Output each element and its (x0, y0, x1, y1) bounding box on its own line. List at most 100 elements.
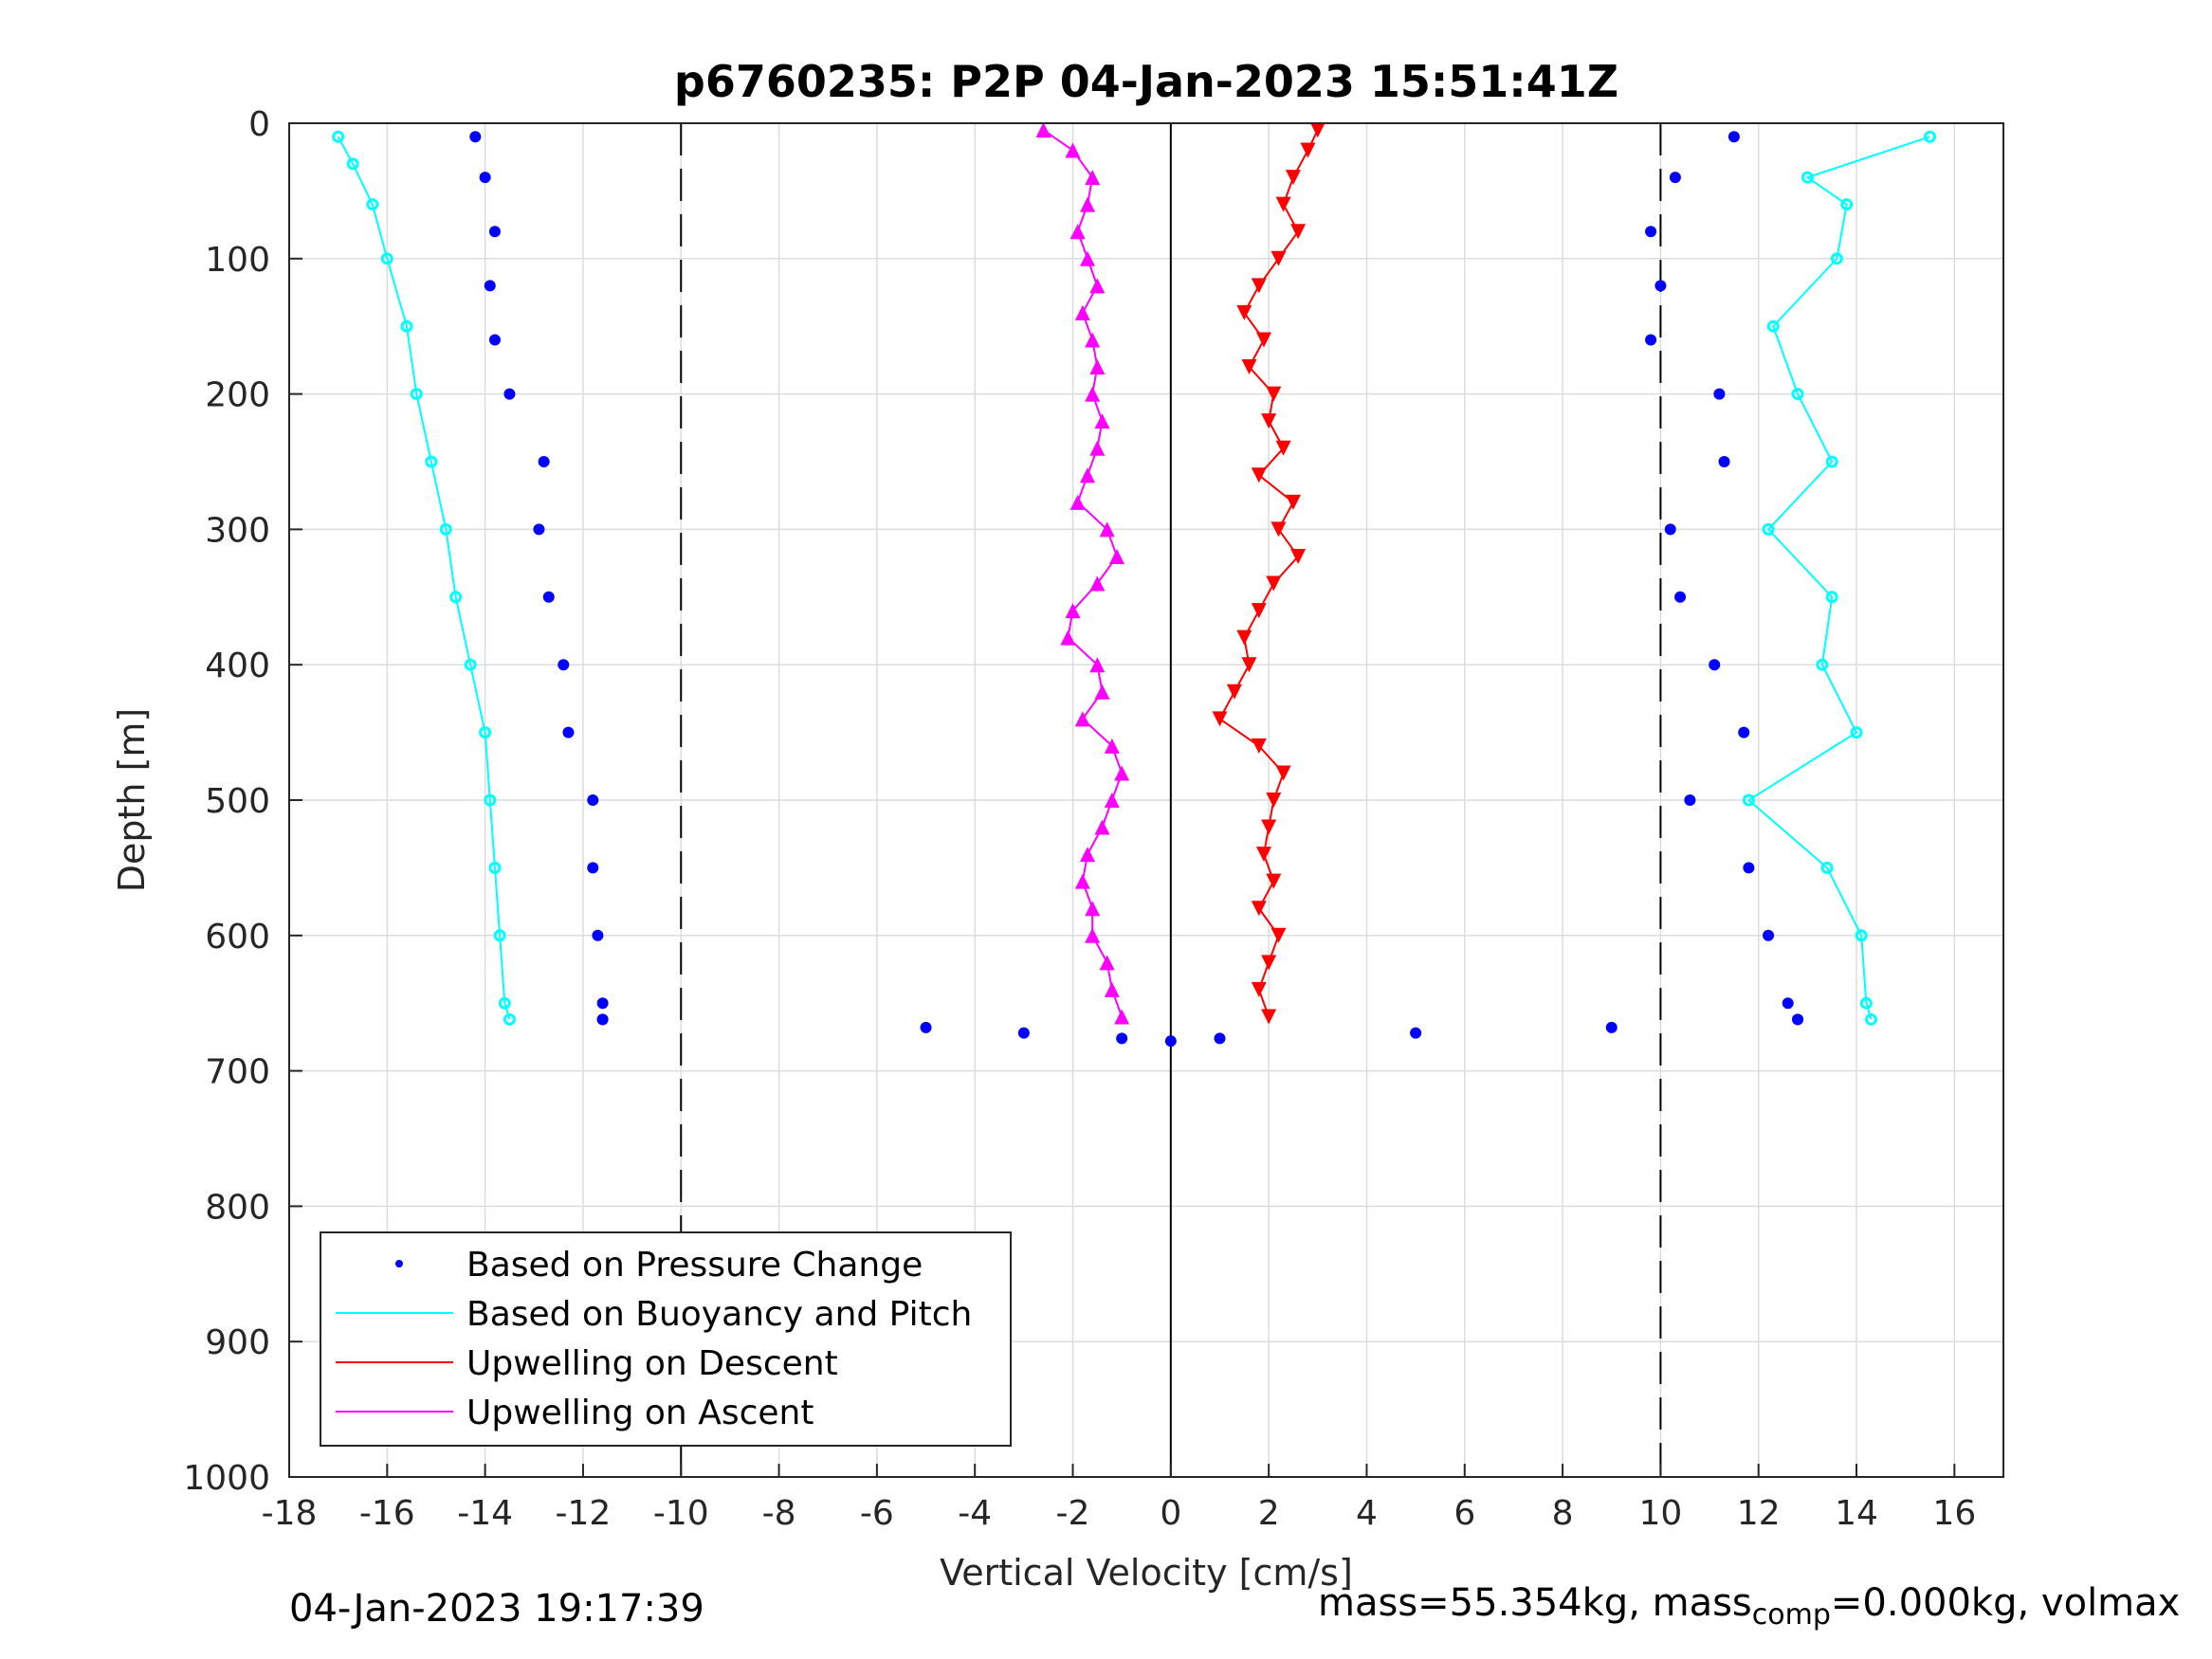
y-tick-label: 900 (205, 1323, 270, 1362)
pressure-point (1738, 726, 1750, 738)
y-tick-label: 600 (205, 918, 270, 957)
pressure-point (1645, 334, 1657, 346)
buoyancy-point (1766, 319, 1780, 333)
descent-upwelling-marker (1255, 332, 1271, 348)
ascent-upwelling-marker (1065, 603, 1081, 619)
x-tick-label: -12 (556, 1494, 612, 1533)
ascent-upwelling-marker (1099, 955, 1115, 971)
y-tick-label: 800 (205, 1188, 270, 1227)
ascent-upwelling-marker (1060, 629, 1076, 646)
turnaround-point (596, 1013, 609, 1026)
descent-upwelling-marker (1275, 196, 1291, 212)
ascent-upwelling-marker (1104, 738, 1120, 754)
descent-upwelling-marker (1275, 765, 1291, 781)
descent-upwelling-marker (1255, 847, 1271, 863)
legend: Based on Pressure Change Based on Buoyan… (320, 1231, 1012, 1447)
buoyancy-point (488, 861, 502, 874)
pressure-point (479, 172, 491, 184)
turnaround-point (1410, 1027, 1422, 1039)
buoyancy-point (1840, 198, 1854, 211)
descent-upwelling-marker (1275, 440, 1291, 456)
x-tick-label: 0 (1160, 1494, 1181, 1533)
x-tick-label: -16 (359, 1494, 415, 1533)
descent-upwelling-marker (1261, 819, 1277, 835)
ascent-upwelling-marker (1085, 170, 1101, 186)
descent-upwelling-marker (1285, 170, 1301, 186)
x-tick-label: 8 (1552, 1494, 1574, 1533)
x-tick-label: -2 (1056, 1494, 1090, 1533)
x-tick-label: -4 (958, 1494, 992, 1533)
ascent-upwelling-marker (1085, 386, 1101, 402)
axis-ticks: -18 -16 -14 -12 -10 -8 -6 -4 -2 0 2 4 6 8 10 12 14 16 0 100… (183, 105, 1976, 1533)
turnaround-point (1214, 1032, 1226, 1045)
buoyancy-point (1924, 130, 1937, 143)
x-tick-label: 16 (1932, 1494, 1976, 1533)
pressure-point (1645, 226, 1657, 238)
chart-title: p6760235: P2P 04-Jan-2023 15:51:41Z (674, 56, 1618, 107)
pressure-point (1664, 523, 1676, 536)
descent-upwelling-marker (1266, 793, 1282, 808)
descent-upwelling-marker (1226, 684, 1242, 700)
pressure-point (1709, 659, 1721, 671)
turnaround-point (1605, 1021, 1618, 1033)
ascent-upwelling-marker (1094, 413, 1110, 429)
descent-upwelling-marker (1261, 955, 1277, 971)
pressure-point (596, 997, 609, 1010)
x-tick-label: -14 (457, 1494, 513, 1533)
buoyancy-point (1850, 726, 1863, 739)
ascent-upwelling-marker (1089, 278, 1106, 294)
turnaround-point (1792, 1013, 1804, 1026)
y-tick-label: 300 (205, 511, 270, 550)
descent-upwelling-marker (1251, 901, 1267, 917)
pressure-point (503, 388, 516, 400)
buoyancy-point (493, 929, 506, 942)
buoyancy-point (1855, 929, 1868, 942)
descent-upwelling-marker (1212, 711, 1228, 727)
descent-upwelling-marker (1236, 629, 1252, 646)
legend-entry-ascent: Upwelling on Ascent (466, 1394, 814, 1432)
descent-upwelling-marker (1285, 494, 1301, 510)
legend-entry-buoyancy: Based on Buoyancy and Pitch (466, 1295, 972, 1334)
turnaround-point (920, 1021, 932, 1033)
ascent-upwelling-marker (1080, 250, 1096, 266)
x-tick-label: 14 (1835, 1494, 1878, 1533)
turnaround-point (1164, 1035, 1177, 1048)
descent-upwelling-marker (1251, 738, 1267, 754)
buoyancy-point (425, 455, 438, 468)
pressure-point (1728, 131, 1740, 143)
buoyancy-point (1820, 861, 1834, 874)
turnaround-point (1116, 1032, 1128, 1045)
footer-params-sub: comp (1751, 1598, 1831, 1632)
legend-entry-descent: Upwelling on Descent (466, 1344, 838, 1383)
pressure-point (1718, 456, 1730, 467)
descent-upwelling-marker (1251, 467, 1267, 483)
buoyancy-point (1816, 658, 1829, 671)
legend-entry-pressure: Based on Pressure Change (466, 1246, 923, 1285)
y-tick-label: 0 (248, 105, 270, 144)
descent-upwelling-marker (1241, 657, 1257, 673)
descent-upwelling-marker (1290, 224, 1307, 240)
buoyancy-point (464, 658, 477, 671)
pressure-point (488, 226, 501, 238)
ascent-upwelling-marker (1074, 304, 1090, 320)
ascent-upwelling-marker (1085, 332, 1101, 348)
plot-content (332, 122, 1937, 1477)
buoyancy-point (1859, 996, 1873, 1010)
pressure-point (1684, 794, 1696, 806)
ascent-upwelling-marker (1089, 657, 1106, 673)
buoyancy-point (380, 252, 393, 265)
ascent-upwelling-marker (1085, 901, 1101, 917)
buoyancy-profile-line (337, 136, 511, 1020)
descent-upwelling-marker (1251, 981, 1267, 997)
descent-upwelling-marker (1251, 603, 1267, 619)
buoyancy-point (1762, 522, 1775, 536)
ascent-upwelling-marker (1069, 494, 1086, 510)
descent-upwelling-line (1218, 129, 1319, 1017)
buoyancy-point (439, 522, 452, 536)
ascent-upwelling-marker (1104, 981, 1120, 997)
x-tick-label: 4 (1356, 1494, 1378, 1533)
y-axis-label: Depth [m] (111, 708, 153, 893)
x-axis-label: Vertical Velocity [cm/s] (940, 1552, 1353, 1594)
pressure-point (484, 280, 496, 292)
